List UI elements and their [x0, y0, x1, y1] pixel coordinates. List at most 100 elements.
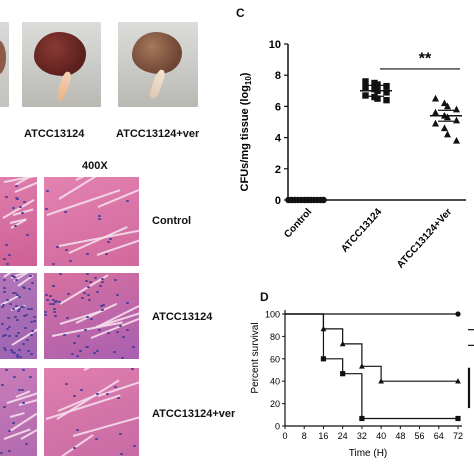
nucleus — [85, 252, 89, 255]
nucleus — [6, 328, 10, 331]
nucleus — [25, 338, 29, 341]
cfu-point — [431, 119, 440, 127]
nucleus — [86, 273, 90, 276]
nucleus — [26, 349, 30, 352]
cfu-point — [440, 124, 449, 132]
nucleus — [3, 406, 7, 409]
organ-atcc13124-ver — [132, 32, 182, 74]
nucleus — [98, 217, 102, 220]
nucleus — [53, 311, 57, 314]
nucleus — [72, 341, 76, 344]
survival-point — [359, 363, 365, 369]
nucleus — [52, 302, 56, 305]
nucleus — [113, 278, 117, 281]
nucleus — [118, 432, 122, 435]
nucleus — [100, 305, 104, 308]
nucleus — [21, 389, 25, 392]
cfu-point — [374, 95, 381, 102]
nucleus — [22, 368, 26, 371]
nucleus — [15, 184, 19, 187]
cfu-y-tick-label: 6 — [275, 101, 281, 113]
nucleus — [6, 317, 10, 320]
muscle-fiber-gap — [75, 177, 127, 182]
survival-point — [320, 325, 327, 332]
cfu-point — [374, 81, 381, 88]
nucleus — [86, 286, 90, 289]
survival-point — [455, 415, 461, 422]
nucleus — [117, 397, 121, 400]
photo-atcc13124-ver — [118, 22, 198, 107]
nucleus — [48, 302, 52, 305]
nucleus — [122, 336, 126, 339]
nucleus — [27, 307, 31, 310]
muscle-fiber-gap — [68, 225, 128, 254]
survival-line — [285, 313, 458, 382]
nucleus — [88, 298, 92, 301]
nucleus — [5, 262, 9, 265]
cfu-point — [431, 94, 440, 102]
nucleus — [12, 352, 16, 355]
nucleus — [15, 319, 19, 322]
survival-y-axis-label: Percent survival — [250, 322, 261, 393]
caption-atcc13124-ver: ATCC13124+ver — [116, 128, 200, 140]
photo-atcc13124 — [22, 22, 101, 107]
nucleus — [95, 438, 99, 441]
nucleus — [53, 307, 57, 310]
cfu-y-tick-label: 10 — [269, 39, 281, 51]
nucleus — [93, 277, 97, 280]
histo-atcc13124-ver-high — [44, 368, 139, 456]
survival-chart: 0 20 40 60 80 100 0 8 16 24 32 40 48 56 64 72 Percent … — [250, 310, 474, 459]
nucleus — [16, 332, 20, 335]
survival-x-ticks: 0 8 16 24 32 40 48 56 64 72 — [282, 426, 463, 441]
nucleus — [107, 241, 111, 244]
nucleus — [57, 300, 61, 303]
survival-x-tick-label: 56 — [415, 431, 425, 441]
cfu-category-labels: Control ATCC13124 ATCC13124+Ver — [282, 206, 454, 270]
nucleus — [86, 316, 90, 319]
nucleus — [5, 244, 9, 247]
nucleus — [10, 349, 14, 352]
cfu-y-tick-label: 8 — [275, 70, 281, 82]
survival-points — [320, 311, 461, 422]
row-label-atcc13124-ver: ATCC13124+ver — [152, 408, 236, 420]
nucleus — [2, 286, 6, 289]
cfu-points — [285, 78, 461, 204]
survival-x-tick-label: 8 — [302, 431, 307, 441]
nucleus — [65, 383, 69, 386]
nucleus — [1, 305, 5, 308]
nucleus — [12, 375, 16, 378]
nucleus — [21, 342, 25, 345]
nucleus — [126, 200, 130, 202]
muscle-fiber-gap — [83, 368, 126, 372]
row-label-control: Control — [152, 215, 192, 227]
nucleus — [2, 257, 6, 260]
cfu-y-ticks: 0 2 4 6 8 10 — [269, 39, 288, 207]
nucleus — [11, 308, 15, 311]
cfu-point — [452, 136, 461, 144]
cfu-point — [362, 84, 369, 91]
nucleus — [8, 430, 12, 433]
nucleus — [9, 303, 13, 306]
nucleus — [21, 402, 25, 405]
nucleus — [11, 275, 15, 278]
survival-x-tick-label: 64 — [434, 431, 444, 441]
nucleus — [52, 263, 56, 266]
survival-point — [455, 378, 461, 384]
nucleus — [98, 285, 102, 288]
survival-point — [339, 340, 346, 347]
nucleus — [15, 356, 19, 359]
survival-point — [340, 371, 346, 377]
survival-legend-fragment — [467, 329, 474, 409]
nucleus — [84, 280, 88, 283]
nucleus — [115, 294, 119, 297]
nucleus — [49, 294, 53, 297]
cfu-category-label: Control — [282, 206, 314, 240]
nucleus — [11, 207, 15, 210]
cfu-y-tick-label: 0 — [275, 195, 281, 207]
nucleus — [55, 246, 59, 248]
nucleus — [65, 249, 69, 252]
nucleus — [8, 449, 12, 452]
cfu-y-tick-label: 2 — [275, 164, 281, 176]
nucleus — [100, 309, 104, 312]
nucleus — [18, 356, 22, 359]
